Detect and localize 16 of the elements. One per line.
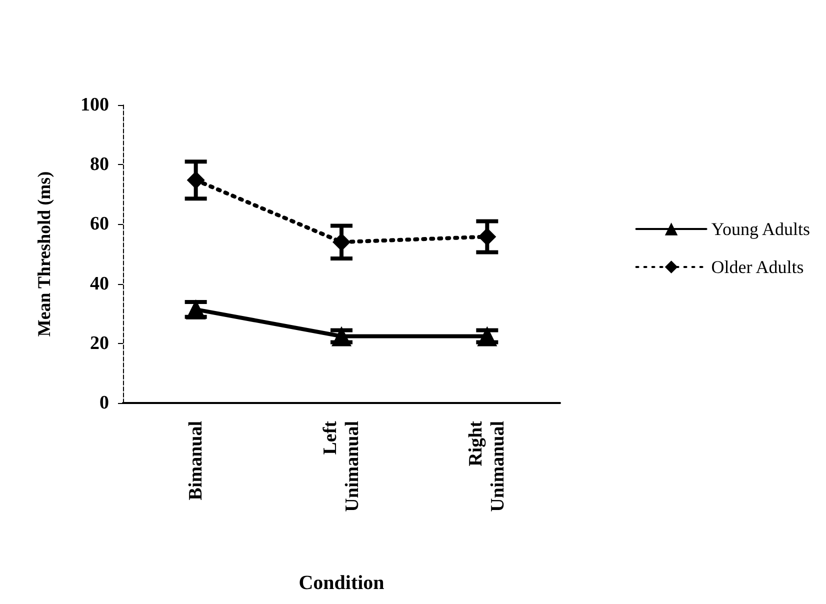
x-tick-label: Left Unimanual [320,420,363,512]
y-axis-title: Mean Threshold (ms) [34,171,54,337]
point [478,228,496,246]
x-axis-title: Condition [298,572,384,594]
point [186,171,205,190]
x-tick-label: Bimanual [185,421,206,500]
y-tick-label: 20 [90,332,109,354]
x-tick-label: Right Unimanual [466,420,509,512]
legend-label: Older Adults [711,257,804,277]
y-tick-label: 0 [100,392,109,414]
y-tick-label: 60 [90,214,109,235]
point [332,233,350,252]
y-tick-label: 40 [90,273,109,294]
legend-label: Young Adults [711,219,810,239]
y-tick-label: 100 [80,94,109,116]
y-tick-label: 80 [90,154,109,176]
